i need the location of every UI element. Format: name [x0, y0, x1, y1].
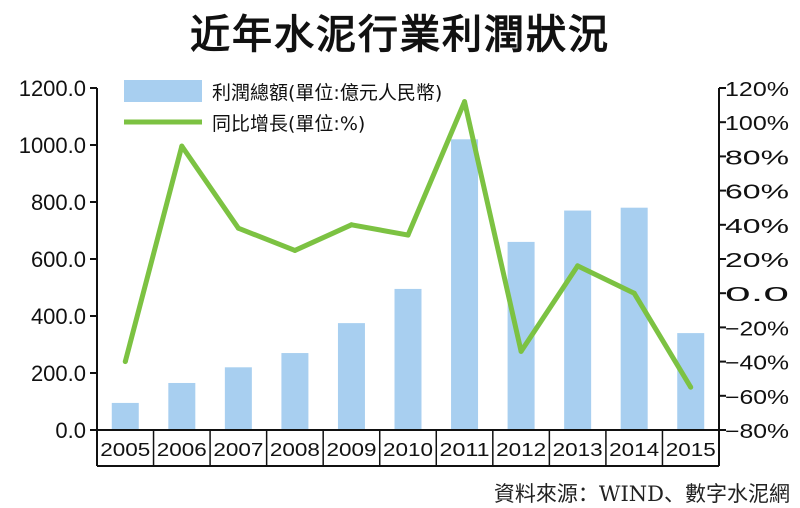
right-tick-label: −80%: [725, 421, 789, 443]
left-tick-label: 200.0: [31, 361, 86, 386]
bar-2008: [281, 353, 309, 430]
x-tick-label: 2005: [100, 440, 150, 460]
legend-swatch-bar: [124, 80, 202, 102]
line-series: [122, 99, 694, 390]
line-point-2006: [179, 143, 185, 149]
line-point-2010: [405, 232, 411, 238]
left-tick-label: 400.0: [31, 304, 86, 329]
legend-label-line: 同比增長(單位:%): [212, 113, 365, 135]
line-point-2007: [235, 225, 241, 231]
line-point-2015: [688, 384, 694, 390]
bar-2013: [564, 210, 592, 430]
bar-2009: [337, 323, 365, 430]
line-point-2013: [575, 263, 581, 269]
right-tick-label: −40%: [725, 353, 789, 375]
bar-2007: [224, 367, 252, 430]
legend-label-bar: 利潤總額(單位:億元人民幣): [212, 82, 442, 104]
right-tick-label: 0.0: [725, 284, 789, 306]
left-tick-label: 600.0: [31, 247, 86, 272]
left-tick-label: 1000.0: [19, 133, 86, 158]
line-point-2011: [462, 99, 468, 105]
right-tick-label: −60%: [725, 387, 789, 409]
x-tick-label: 2010: [383, 440, 433, 460]
bar-2010: [394, 288, 422, 430]
chart-title: 近年水泥行業利潤狀況: [190, 11, 610, 58]
left-tick-label: 0.0: [55, 418, 86, 443]
x-tick-label: 2014: [609, 440, 659, 460]
x-tick-label: 2007: [213, 440, 263, 460]
bar-2011: [451, 139, 479, 431]
x-tick-label: 2013: [553, 440, 603, 460]
x-tick-label: 2012: [496, 440, 546, 460]
right-tick-label: 40%: [725, 216, 789, 238]
bar-2005: [111, 402, 139, 430]
source-note: 資料來源：WIND、數字水泥網: [493, 482, 790, 506]
axes: 0.0 200.0 400.0 600.0 800.0 1000.0 1200.0 −80% −…: [19, 76, 789, 467]
right-tick-label: 100%: [725, 113, 789, 135]
line-point-2014: [631, 290, 637, 296]
right-tick-label: −20%: [725, 318, 789, 340]
right-tick-label: 20%: [725, 250, 789, 272]
left-tick-label: 800.0: [31, 190, 86, 215]
bar-2006: [168, 382, 196, 430]
bar-2014: [620, 207, 648, 430]
left-tick-label: 1200.0: [19, 76, 86, 101]
x-tick-label: 2011: [440, 440, 490, 460]
right-tick-label: 80%: [725, 147, 789, 169]
x-tick-label: 2015: [666, 440, 716, 460]
bar-series: [111, 139, 705, 431]
right-tick-label: 120%: [725, 79, 789, 101]
right-tick-label: 60%: [725, 182, 789, 204]
legend: 利潤總額(單位:億元人民幣) 同比增長(單位:%): [124, 80, 442, 135]
bar-2015: [677, 333, 705, 430]
x-tick-label: 2008: [270, 440, 320, 460]
line-point-2008: [292, 247, 298, 253]
x-tick-label: 2006: [157, 440, 207, 460]
line-point-2009: [348, 222, 354, 228]
line-point-2012: [518, 348, 524, 354]
x-tick-label: 2009: [326, 440, 376, 460]
line-point-2005: [122, 359, 128, 365]
